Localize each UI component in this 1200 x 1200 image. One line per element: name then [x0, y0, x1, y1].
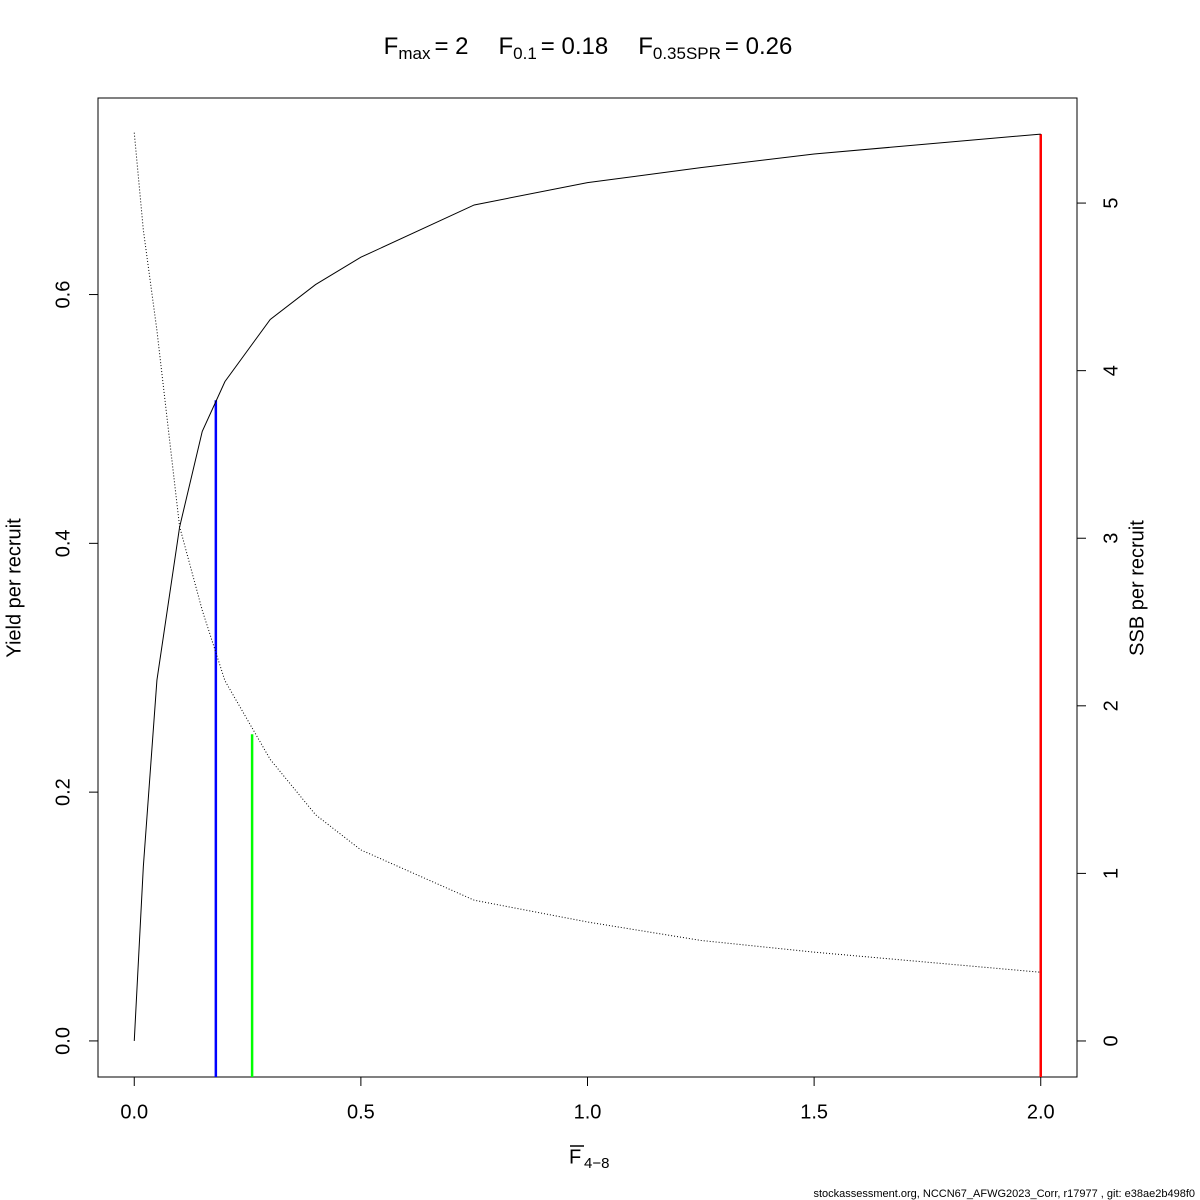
y2-axis-label: SSB per recruit	[1126, 520, 1148, 656]
title-part: = 2	[434, 33, 468, 60]
title-subscript: max	[398, 44, 431, 63]
x-tick-label: 0.5	[347, 1101, 375, 1123]
x-tick-label: 0.0	[120, 1101, 148, 1123]
title-part: F	[498, 33, 513, 60]
y2-tick-label: 5	[1100, 198, 1122, 209]
x-tick-label: 1.5	[800, 1101, 828, 1123]
y2-tick-label: 3	[1100, 533, 1122, 544]
series-line	[133, 133, 1041, 1041]
y-tick-label: 0.6	[52, 281, 74, 309]
title-subscript: 0.35SPR	[653, 44, 721, 63]
title-part: = 0.18	[541, 33, 608, 60]
title-subscript: 0.1	[513, 44, 537, 63]
x-axis-label-sub: 4−8	[584, 1155, 609, 1172]
y2-tick-label: 0	[1100, 1035, 1122, 1046]
y-tick-label: 0.0	[52, 1027, 74, 1055]
x-tick-label: 1.0	[574, 1101, 602, 1123]
x-axis-label: F 4−8	[569, 1145, 609, 1172]
plot-frame	[97, 97, 1078, 1078]
y-tick-label: 0.2	[52, 778, 74, 806]
series-line	[133, 132, 1041, 973]
y-tick-label: 0.4	[52, 529, 74, 557]
y-axis-label: Yield per recruit	[3, 518, 25, 658]
x-tick-label: 2.0	[1027, 1101, 1055, 1123]
title-part: F	[384, 33, 399, 60]
chart-title: Fmax = 2 F0.1 = 0.18 F0.35SPR = 0.26	[384, 33, 793, 63]
x-axis-label-main: F	[569, 1146, 581, 1168]
y2-tick-label: 4	[1100, 365, 1122, 376]
title-part: = 0.26	[725, 33, 792, 60]
y2-tick-label: 1	[1100, 868, 1122, 879]
footer: stockassessment.org, NCCN67_AFWG2023_Cor…	[813, 1188, 1195, 1200]
title-part: F	[638, 33, 653, 60]
y2-tick-label: 2	[1100, 700, 1122, 711]
